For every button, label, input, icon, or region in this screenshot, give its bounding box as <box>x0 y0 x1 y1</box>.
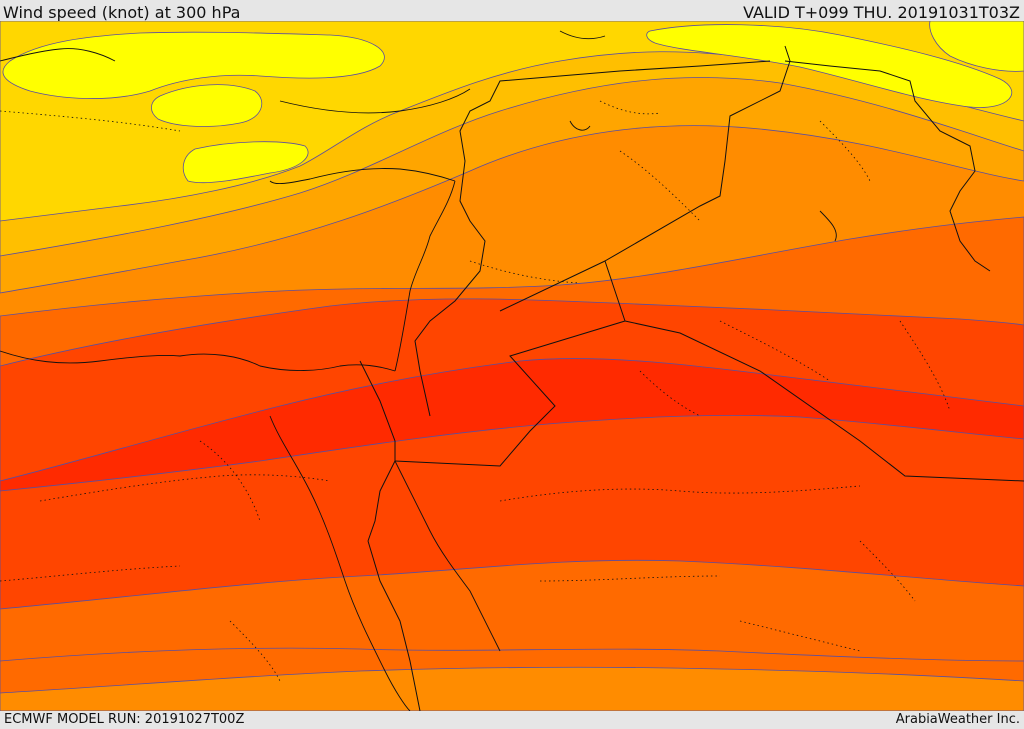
wind-speed-map-svg <box>0 21 1024 711</box>
map-title: Wind speed (knot) at 300 hPa <box>3 3 241 22</box>
band-1-region-central <box>151 84 263 127</box>
coastlines <box>0 30 837 711</box>
header-bar: Wind speed (knot) at 300 hPa VALID T+099… <box>0 0 1024 22</box>
band-core-region <box>0 358 1024 492</box>
band-1-region-northeast-corner <box>929 21 1024 72</box>
model-run-label: ECMWF MODEL RUN: 20191027T00Z <box>4 712 245 727</box>
valid-time-label: VALID T+099 THU. 20191031T03Z <box>743 3 1020 22</box>
band-1-region-west <box>2 31 385 99</box>
contour-line-south-1 <box>0 647 1024 662</box>
admin-boundaries <box>0 100 951 682</box>
footer-bar: ECMWF MODEL RUN: 20191027T00Z ArabiaWeat… <box>0 711 1024 729</box>
contour-line-south-2 <box>0 666 1024 711</box>
country-borders <box>359 45 1024 711</box>
credit-label: ArabiaWeather Inc. <box>895 712 1020 727</box>
weather-map <box>0 21 1024 711</box>
band-1-region-south <box>182 141 309 184</box>
